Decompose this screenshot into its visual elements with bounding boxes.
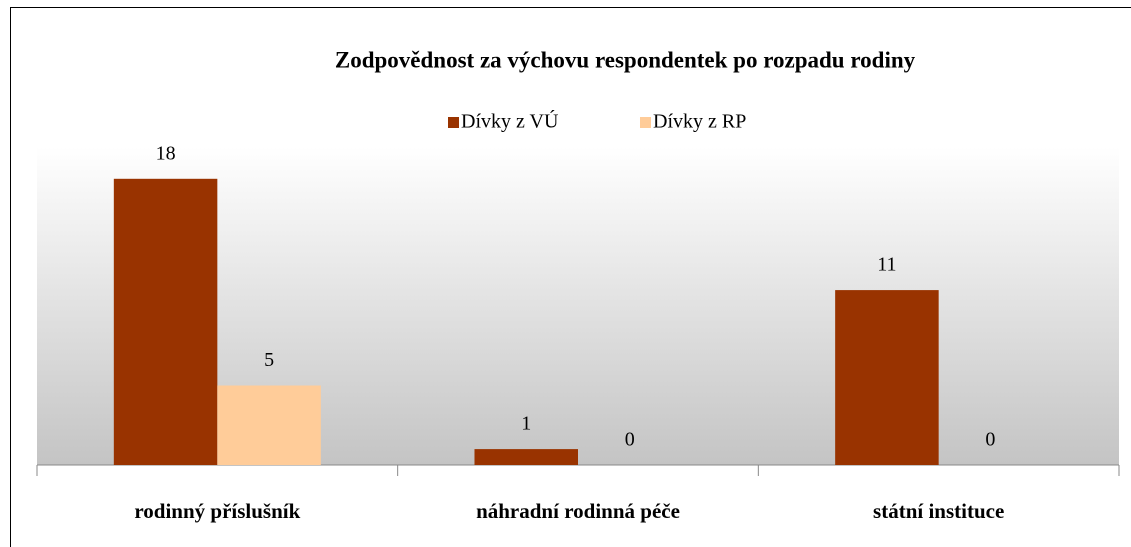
bar [835,290,939,465]
bar [113,178,218,466]
frame [10,7,1131,547]
x-tick-label: rodinný příslušník [134,499,300,523]
chart-title: Zodpovědnost za výchovu respondentek po … [335,47,916,72]
data-label: 11 [877,254,896,276]
x-tick-label: náhradní rodinná péče [476,499,680,523]
legend-label: Dívky z RP [653,111,746,133]
bar [217,385,321,465]
data-label: 0 [625,429,635,451]
data-label: 1 [521,413,531,435]
data-label: 0 [985,429,995,451]
data-label: 18 [156,142,176,164]
legend-label: Dívky z VÚ [461,109,559,133]
legend-swatch [448,117,459,128]
x-tick-label: státní instituce [873,499,1004,523]
bar [474,449,578,465]
data-label: 5 [264,349,274,371]
legend-swatch [640,117,651,128]
